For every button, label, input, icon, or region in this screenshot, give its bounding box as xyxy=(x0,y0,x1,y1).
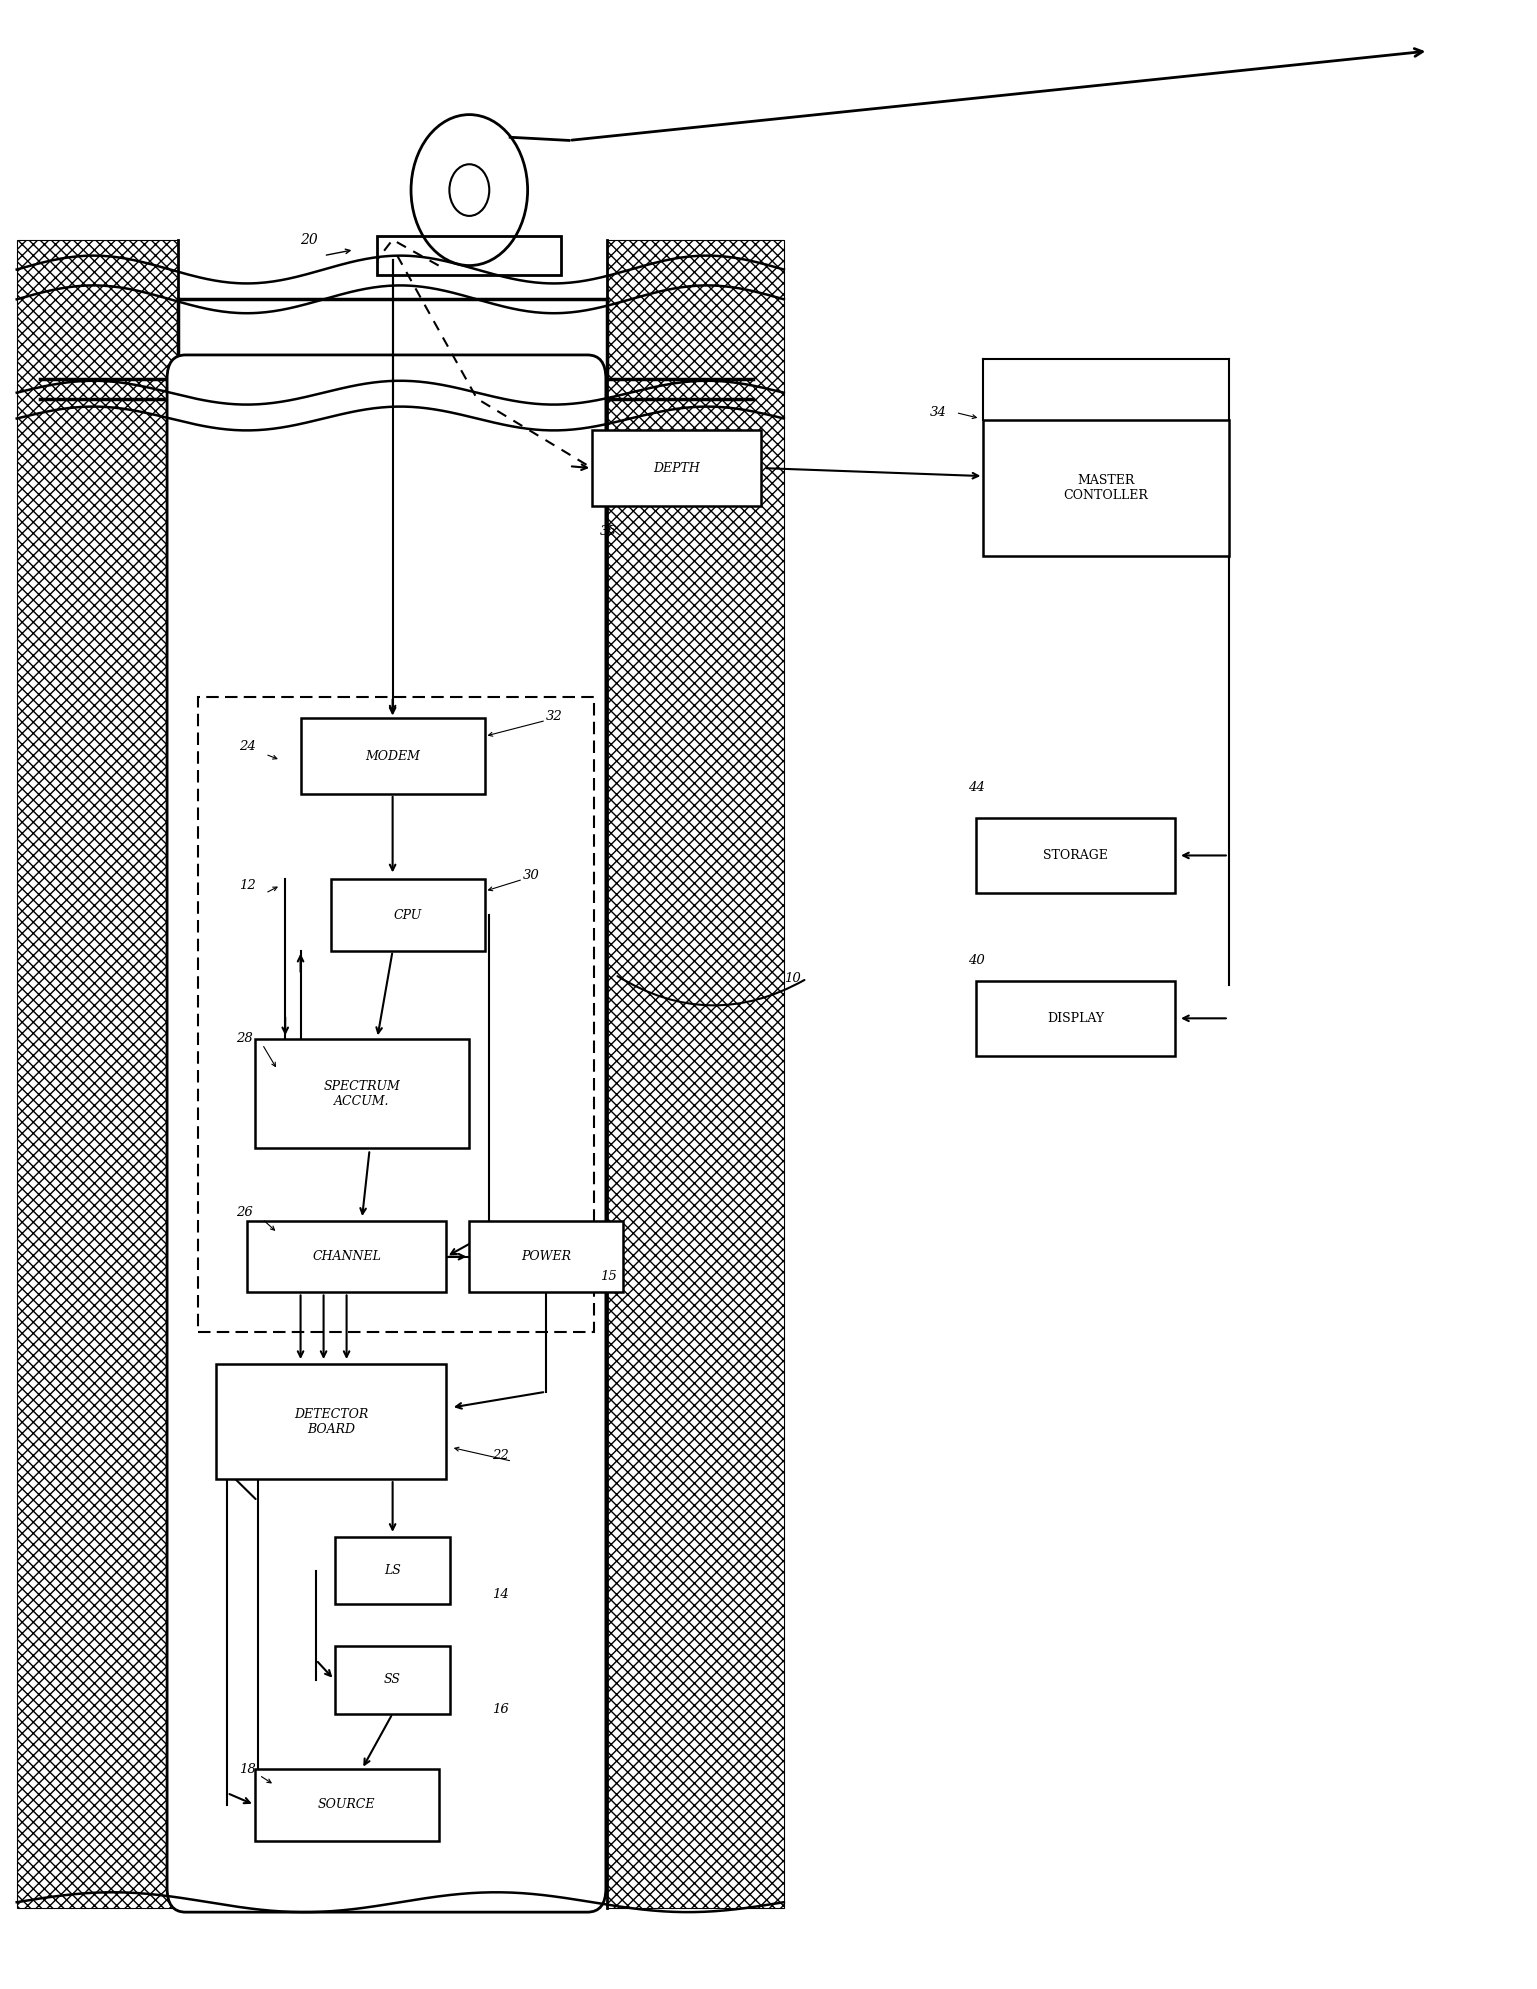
Text: 26: 26 xyxy=(237,1207,254,1219)
FancyBboxPatch shape xyxy=(255,1038,469,1148)
Text: SPECTRUM
ACCUM.: SPECTRUM ACCUM. xyxy=(324,1080,400,1108)
Text: DEPTH: DEPTH xyxy=(653,461,699,475)
FancyBboxPatch shape xyxy=(247,1221,446,1293)
FancyBboxPatch shape xyxy=(469,1221,622,1293)
Text: SOURCE: SOURCE xyxy=(318,1798,375,1812)
Text: STORAGE: STORAGE xyxy=(1044,849,1108,861)
Text: 32: 32 xyxy=(546,710,563,722)
FancyBboxPatch shape xyxy=(168,354,606,1911)
FancyBboxPatch shape xyxy=(976,981,1176,1056)
Text: 18: 18 xyxy=(240,1762,257,1776)
FancyBboxPatch shape xyxy=(976,817,1176,893)
Text: 30: 30 xyxy=(523,869,539,881)
FancyBboxPatch shape xyxy=(984,420,1228,555)
Text: DETECTOR
BOARD: DETECTOR BOARD xyxy=(294,1408,369,1436)
Text: 14: 14 xyxy=(492,1587,509,1601)
Polygon shape xyxy=(17,241,178,1907)
Text: 36: 36 xyxy=(599,525,616,539)
Text: MODEM: MODEM xyxy=(366,750,420,762)
Text: 12: 12 xyxy=(240,879,257,891)
Text: CPU: CPU xyxy=(393,909,423,921)
FancyBboxPatch shape xyxy=(335,1537,450,1605)
Text: DISPLAY: DISPLAY xyxy=(1047,1012,1104,1024)
Text: CHANNEL: CHANNEL xyxy=(312,1251,381,1263)
Text: POWER: POWER xyxy=(521,1251,572,1263)
FancyBboxPatch shape xyxy=(332,879,484,951)
FancyBboxPatch shape xyxy=(335,1647,450,1713)
FancyBboxPatch shape xyxy=(377,237,561,276)
Text: 44: 44 xyxy=(968,782,985,794)
Text: 16: 16 xyxy=(492,1703,509,1717)
Text: 15: 15 xyxy=(599,1271,616,1283)
FancyBboxPatch shape xyxy=(301,718,484,794)
Text: 20: 20 xyxy=(301,233,318,247)
Text: 34: 34 xyxy=(930,406,947,420)
Text: SS: SS xyxy=(384,1673,401,1687)
Text: 24: 24 xyxy=(240,740,257,752)
FancyBboxPatch shape xyxy=(217,1364,446,1480)
Text: LS: LS xyxy=(384,1563,401,1577)
Text: MASTER
CONTOLLER: MASTER CONTOLLER xyxy=(1064,473,1148,501)
Text: 10: 10 xyxy=(784,973,801,985)
Text: 40: 40 xyxy=(968,955,985,967)
Text: 28: 28 xyxy=(237,1032,254,1044)
Polygon shape xyxy=(607,241,784,1907)
FancyBboxPatch shape xyxy=(255,1768,438,1840)
Text: 22: 22 xyxy=(492,1448,509,1462)
FancyBboxPatch shape xyxy=(592,430,761,505)
